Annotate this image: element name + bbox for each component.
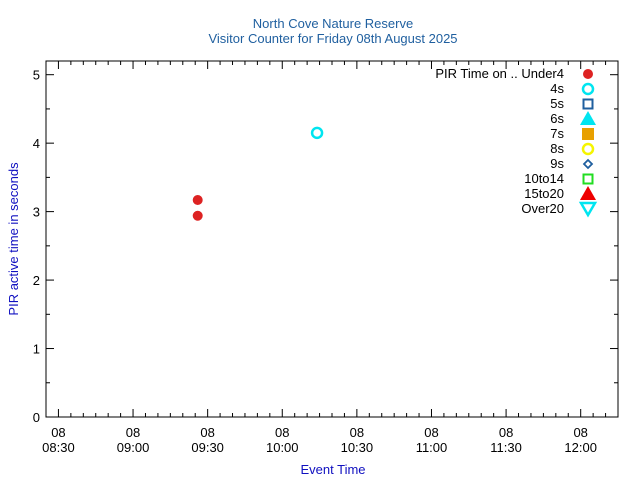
- x-tick-day: 08: [275, 425, 289, 440]
- x-tick-day: 08: [126, 425, 140, 440]
- legend-marker: [580, 111, 596, 125]
- y-tick-label: 1: [33, 342, 40, 357]
- x-tick-time: 09:30: [191, 440, 224, 455]
- legend-label: 9s: [550, 156, 564, 171]
- legend-marker: [581, 142, 595, 156]
- axis-ticks: 0808:300809:000809:300810:000810:300811:…: [33, 61, 619, 455]
- plot-border: [45, 60, 619, 418]
- legend-marker: [582, 173, 594, 185]
- x-tick-day: 08: [499, 425, 513, 440]
- x-tick-time: 08:30: [42, 440, 75, 455]
- chart-subtitle: Visitor Counter for Friday 08th August 2…: [208, 31, 457, 46]
- legend-label: 5s: [550, 96, 564, 111]
- x-tick-time: 09:00: [117, 440, 150, 455]
- data-points: [192, 126, 324, 221]
- x-tick-day: 08: [51, 425, 65, 440]
- chart-title: North Cove Nature Reserve: [253, 16, 413, 31]
- x-tick-time: 11:30: [490, 440, 522, 455]
- legend-label: PIR Time on .. Under4: [435, 66, 564, 81]
- y-tick-label: 4: [33, 136, 40, 151]
- x-tick-day: 08: [350, 425, 364, 440]
- legend-marker: [582, 158, 594, 170]
- x-axis-label: Event Time: [300, 462, 365, 477]
- y-tick-label: 2: [33, 273, 40, 288]
- y-tick-label: 3: [33, 205, 40, 220]
- legend-marker: [582, 98, 594, 110]
- legend-label: 7s: [550, 126, 564, 141]
- y-axis-label: PIR active time in seconds: [6, 162, 21, 316]
- x-tick-day: 08: [573, 425, 587, 440]
- legend-marker: [581, 82, 595, 96]
- legend-marker: [582, 128, 594, 140]
- legend-label: 10to14: [524, 171, 564, 186]
- legend-label: 6s: [550, 111, 564, 126]
- data-point: [192, 194, 203, 205]
- legend-label: 4s: [550, 81, 564, 96]
- data-point: [310, 126, 324, 140]
- x-tick-time: 10:30: [341, 440, 374, 455]
- data-point: [192, 210, 203, 221]
- legend-label: Over20: [521, 201, 564, 216]
- y-tick-label: 5: [33, 68, 40, 83]
- x-tick-time: 11:00: [416, 440, 448, 455]
- legend-marker: [580, 186, 596, 200]
- x-tick-time: 12:00: [564, 440, 597, 455]
- legend: PIR Time on .. Under44s5s6s7s8s9s10to141…: [435, 66, 598, 218]
- x-tick-day: 08: [424, 425, 438, 440]
- legend-marker: [583, 69, 593, 79]
- x-tick-day: 08: [200, 425, 214, 440]
- legend-label: 8s: [550, 141, 564, 156]
- legend-marker: [578, 201, 598, 218]
- x-tick-time: 10:00: [266, 440, 299, 455]
- legend-label: 15to20: [524, 186, 564, 201]
- y-tick-label: 0: [33, 410, 40, 425]
